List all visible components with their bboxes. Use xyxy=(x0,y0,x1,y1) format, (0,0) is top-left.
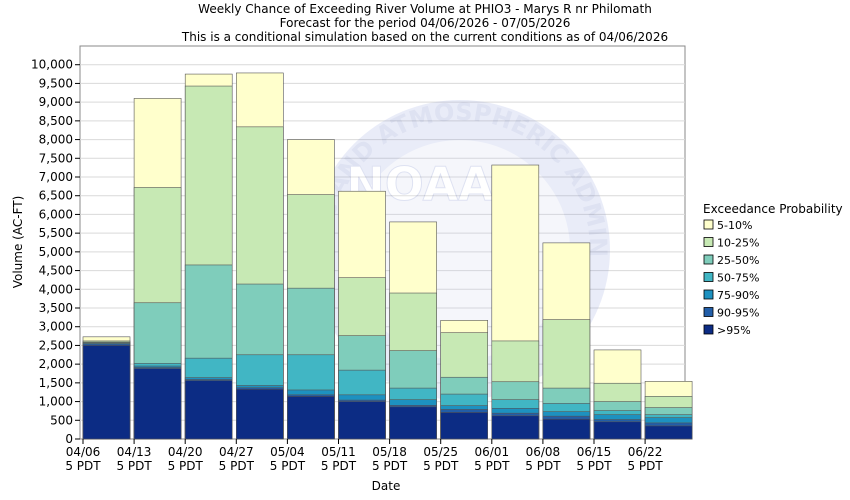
y-tick-label: 10,000 xyxy=(31,58,73,72)
y-axis-ticks: 0 500 1,000 1,500 2,000 2,500 3,000 3,500 4,000 4… xyxy=(31,58,80,446)
legend-label: 50-75% xyxy=(717,272,759,285)
y-tick-label: 5,500 xyxy=(39,226,73,240)
x-tick-sublabel: 5 PDT xyxy=(627,459,663,473)
legend-label: 75-90% xyxy=(717,289,759,302)
bar-segment xyxy=(491,415,540,440)
y-tick-label: 4,000 xyxy=(39,282,73,296)
y-tick-label: 9,000 xyxy=(39,95,73,109)
chart-title: Weekly Chance of Exceeding River Volume … xyxy=(181,2,668,44)
title-line-2: Forecast for the period 04/06/2026 - 07/… xyxy=(280,16,571,30)
y-tick-label: 0 xyxy=(65,432,73,446)
y-tick-label: 6,000 xyxy=(39,207,73,221)
x-tick-sublabel: 5 PDT xyxy=(321,459,357,473)
bar-segment xyxy=(338,401,386,440)
bar-segment xyxy=(236,388,284,440)
legend-swatch xyxy=(703,254,714,265)
legend-label: 90-95% xyxy=(717,307,759,320)
legend-swatch xyxy=(703,324,714,335)
bar-segment xyxy=(389,406,437,440)
title-line-1: Weekly Chance of Exceeding River Volume … xyxy=(198,2,652,16)
legend-label: >95% xyxy=(717,324,751,337)
x-tick-label: 04/20 xyxy=(168,445,203,459)
bar-segment xyxy=(593,421,642,440)
legend-swatch xyxy=(703,307,714,317)
x-tick-label: 05/11 xyxy=(321,445,356,459)
x-tick-label: 04/06 xyxy=(66,445,101,459)
legend-label: 10-25% xyxy=(717,237,759,250)
x-tick-sublabel: 5 PDT xyxy=(423,459,459,473)
y-tick-label: 1,000 xyxy=(39,395,73,409)
x-tick-label: 06/08 xyxy=(526,445,561,459)
bar-segment xyxy=(184,380,233,440)
bars xyxy=(82,72,693,440)
y-tick-label: 9,500 xyxy=(39,76,73,90)
x-tick-sublabel: 5 PDT xyxy=(65,459,101,473)
x-tick-label: 06/22 xyxy=(628,445,663,459)
y-tick-label: 5,000 xyxy=(39,245,73,259)
legend: Exceedance Probability 5-10% 10-25% 25-50%… xyxy=(703,202,843,337)
legend-label: 25-50% xyxy=(717,254,759,267)
watermark-center-text: NOAA xyxy=(346,157,494,211)
x-tick-sublabel: 5 PDT xyxy=(576,459,612,473)
x-tick-label: 04/27 xyxy=(219,445,254,459)
y-tick-label: 500 xyxy=(50,413,73,427)
bar-segment xyxy=(440,412,489,440)
y-tick-label: 2,000 xyxy=(39,357,73,371)
x-tick-label: 05/18 xyxy=(372,445,407,459)
y-tick-label: 3,500 xyxy=(39,301,73,315)
bar-segment xyxy=(542,418,591,440)
y-tick-label: 1,500 xyxy=(39,376,73,390)
legend-swatch xyxy=(703,237,714,247)
x-axis-label: Date xyxy=(372,479,401,493)
y-tick-label: 4,500 xyxy=(39,264,73,278)
legend-swatch xyxy=(703,219,714,230)
x-tick-sublabel: 5 PDT xyxy=(474,459,510,473)
x-tick-label: 06/15 xyxy=(577,445,612,459)
x-tick-sublabel: 5 PDT xyxy=(270,459,306,473)
x-tick-label: 05/25 xyxy=(423,445,458,459)
bar-segment xyxy=(82,345,131,440)
y-tick-label: 3,000 xyxy=(39,320,73,334)
y-tick-label: 6,500 xyxy=(39,189,73,203)
legend-swatch xyxy=(703,289,714,300)
x-tick-label: 06/01 xyxy=(475,445,510,459)
bar-segment xyxy=(287,396,335,440)
x-tick-label: 04/13 xyxy=(117,445,152,459)
bar-segment xyxy=(133,368,182,440)
bar-segment xyxy=(644,425,693,440)
x-tick-sublabel: 5 PDT xyxy=(168,459,204,473)
legend-label: 5-10% xyxy=(717,219,752,232)
title-line-3: This is a conditional simulation based o… xyxy=(181,30,668,44)
y-axis-label: Volume (AC-FT) xyxy=(11,196,25,289)
x-tick-sublabel: 5 PDT xyxy=(219,459,255,473)
y-tick-label: 2,500 xyxy=(39,338,73,352)
x-tick-label: 05/04 xyxy=(270,445,305,459)
x-tick-sublabel: 5 PDT xyxy=(116,459,152,473)
x-tick-sublabel: 5 PDT xyxy=(525,459,561,473)
y-tick-label: 7,000 xyxy=(39,170,73,184)
y-tick-label: 8,500 xyxy=(39,114,73,128)
x-tick-sublabel: 5 PDT xyxy=(372,459,408,473)
y-tick-label: 8,000 xyxy=(39,133,73,147)
y-tick-label: 7,500 xyxy=(39,151,73,165)
legend-title: Exceedance Probability xyxy=(703,202,843,216)
legend-swatch xyxy=(703,272,714,282)
